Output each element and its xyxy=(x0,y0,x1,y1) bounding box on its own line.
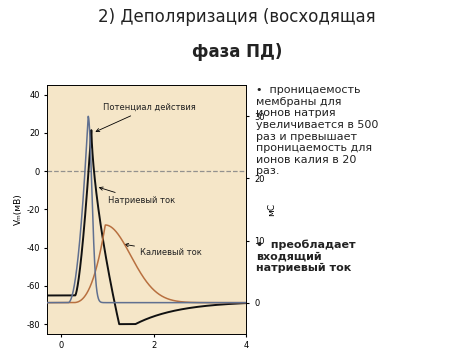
Text: 2) Деполяризация (восходящая: 2) Деполяризация (восходящая xyxy=(98,8,376,26)
Text: Натриевый ток: Натриевый ток xyxy=(100,187,175,205)
Text: •  преобладает
входящий
натриевый ток: • преобладает входящий натриевый ток xyxy=(256,239,356,273)
Text: •  проницаемость
мембраны для
ионов натрия
увеличивается в 500
раз и превышает
п: • проницаемость мембраны для ионов натри… xyxy=(256,85,378,176)
Y-axis label: Vₘ(мВ): Vₘ(мВ) xyxy=(14,193,23,225)
Text: Калиевый ток: Калиевый ток xyxy=(125,244,202,257)
Text: фаза ПД): фаза ПД) xyxy=(192,43,282,61)
Y-axis label: мС: мС xyxy=(267,203,276,216)
Text: Потенциал действия: Потенциал действия xyxy=(96,103,196,132)
